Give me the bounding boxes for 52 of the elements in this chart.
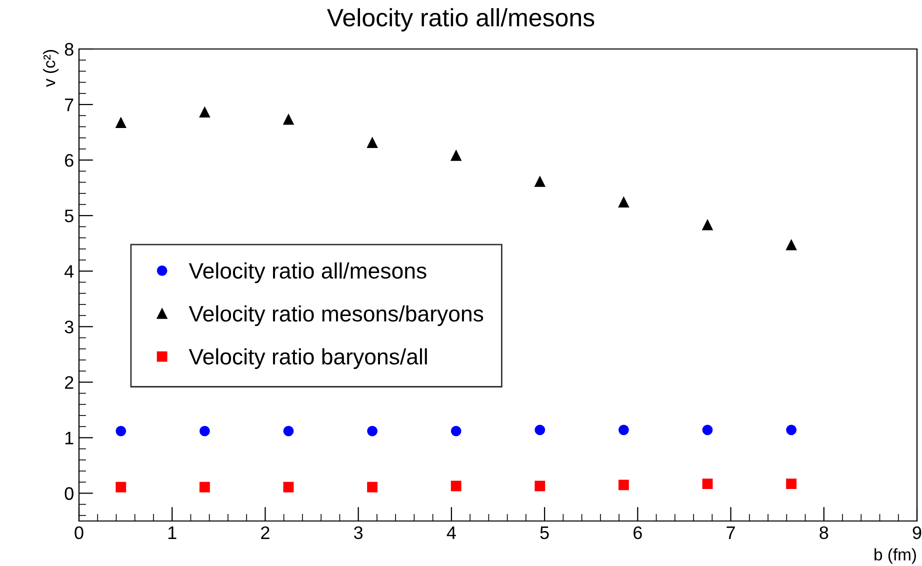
x-tick-label: 8: [820, 526, 828, 540]
point: [534, 480, 546, 492]
point: [116, 118, 126, 128]
point: [367, 138, 378, 148]
y-tick-label: 6: [65, 154, 74, 167]
x-tick-label: 7: [726, 526, 735, 539]
x-tick-label: 1: [168, 526, 176, 539]
y-tick-label: 7: [65, 98, 74, 112]
point: [450, 426, 462, 436]
point: [199, 482, 210, 492]
point: [283, 482, 294, 492]
point: [702, 424, 713, 436]
y-tick-label: 8: [64, 42, 74, 56]
point: [786, 478, 797, 490]
point: [283, 426, 294, 436]
chart-title: Velocity ratio all/mesons: [327, 8, 594, 32]
point: [367, 426, 378, 436]
point: [199, 107, 210, 118]
x-tick-label: 5: [540, 526, 549, 540]
point: [618, 480, 629, 490]
x-tick-label: 9: [912, 526, 922, 540]
y-tick-label: 5: [64, 210, 74, 222]
point: [450, 150, 462, 161]
point: [116, 482, 126, 492]
point: [199, 426, 210, 436]
legend-label: Velocity ratio mesons/baryons: [188, 305, 484, 326]
point: [116, 426, 126, 436]
y-tick-label: 4: [64, 265, 74, 278]
y-tick-label: 0: [64, 487, 74, 500]
x-tick-label: 6: [634, 526, 642, 540]
x-tick-label: 4: [446, 526, 456, 539]
point: [618, 197, 629, 208]
point: [367, 482, 378, 492]
x-tick-label: 0: [74, 526, 84, 540]
y-tick-label: 2: [65, 376, 74, 389]
point: [786, 240, 797, 250]
point: [786, 424, 797, 436]
x-tick-label: 3: [354, 526, 363, 540]
point: [618, 424, 629, 436]
y-tick-label: 1: [65, 432, 74, 444]
point: [534, 424, 546, 436]
point: [450, 480, 462, 492]
point: [283, 114, 294, 125]
y-axis-title: v (c²): [43, 50, 59, 87]
y-tick-label: 3: [64, 320, 74, 334]
point: [534, 176, 546, 187]
x-axis-title: b (fm): [874, 548, 916, 564]
x-tick-label: 2: [261, 526, 270, 539]
point: [702, 220, 713, 230]
legend-label: Velocity ratio all/mesons: [188, 262, 426, 284]
legend-label: Velocity ratio baryons/all: [188, 348, 427, 369]
point: [702, 478, 713, 490]
